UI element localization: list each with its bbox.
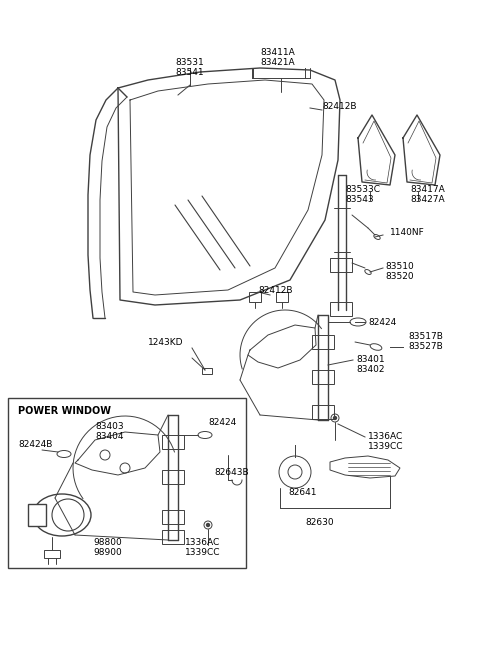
Text: 83517B
83527B: 83517B 83527B	[408, 332, 443, 351]
Ellipse shape	[350, 318, 366, 326]
Bar	[312, 405, 334, 419]
Bar	[312, 335, 334, 349]
Ellipse shape	[198, 432, 212, 438]
Text: 83411A
83421A: 83411A 83421A	[261, 48, 295, 67]
Ellipse shape	[374, 234, 380, 240]
Bar	[330, 302, 352, 316]
Text: 1243KD: 1243KD	[148, 338, 183, 347]
Text: 1336AC
1339CC: 1336AC 1339CC	[185, 538, 220, 557]
Text: POWER WINDOW: POWER WINDOW	[18, 406, 111, 416]
Text: 83417A
83427A: 83417A 83427A	[410, 185, 445, 204]
Bar	[162, 470, 184, 484]
Text: 83510
83520: 83510 83520	[385, 262, 414, 282]
Bar	[276, 292, 288, 302]
Text: 82641: 82641	[289, 488, 317, 497]
Polygon shape	[330, 456, 400, 478]
Text: 98800
98900: 98800 98900	[94, 538, 122, 557]
Bar	[8, 398, 246, 568]
Bar	[202, 368, 212, 374]
Text: 82412B: 82412B	[258, 286, 292, 295]
Text: 83531
83541: 83531 83541	[176, 58, 204, 77]
Ellipse shape	[370, 344, 382, 350]
Text: 1336AC
1339CC: 1336AC 1339CC	[368, 432, 404, 451]
Ellipse shape	[57, 451, 71, 457]
Text: 82643B: 82643B	[215, 468, 249, 477]
Text: 82630: 82630	[306, 518, 334, 527]
Ellipse shape	[33, 494, 91, 536]
Bar	[312, 370, 334, 384]
Text: 83533C
83543: 83533C 83543	[345, 185, 380, 204]
Bar	[44, 550, 60, 558]
Text: 1140NF: 1140NF	[390, 228, 425, 237]
Text: 83403
83404: 83403 83404	[96, 422, 124, 441]
Text: 82424: 82424	[368, 318, 396, 327]
Circle shape	[334, 417, 336, 419]
Bar	[162, 435, 184, 449]
Ellipse shape	[365, 270, 371, 274]
Bar	[28, 504, 46, 526]
Text: 83401
83402: 83401 83402	[356, 355, 384, 375]
Text: 82412B: 82412B	[322, 102, 357, 111]
Bar	[330, 258, 352, 272]
Bar	[249, 292, 261, 302]
Circle shape	[206, 523, 209, 527]
Bar	[162, 510, 184, 524]
Text: 82424B: 82424B	[18, 440, 52, 449]
Bar	[162, 530, 184, 544]
Text: 82424: 82424	[208, 418, 236, 427]
